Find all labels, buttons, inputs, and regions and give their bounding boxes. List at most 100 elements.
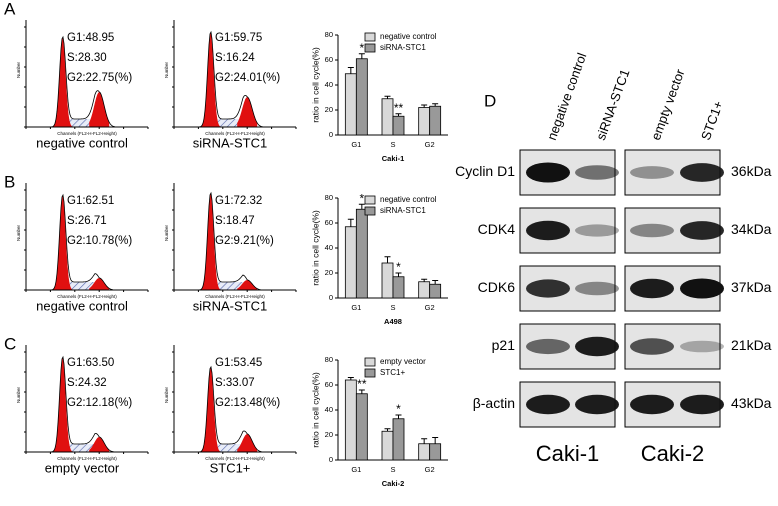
blot-band (575, 281, 619, 296)
error-bar (432, 103, 439, 107)
hist-g1-peak (52, 37, 73, 127)
bar (392, 418, 405, 461)
hist-s-phase (210, 282, 248, 290)
hist-g2-peak (237, 280, 258, 290)
y-axis-label: ratio in cell cycle(%) (310, 210, 320, 286)
bar (418, 107, 431, 136)
blot-band (630, 338, 674, 355)
y-tick-label: 20 (325, 430, 333, 439)
hist-x-label: Channels (FL2-H-FL2-Height) (205, 456, 265, 461)
blot-band (526, 220, 570, 241)
y-tick-label: 80 (325, 30, 333, 39)
hist-y-label: Number (164, 62, 169, 79)
size-label: 21kDa (731, 337, 772, 353)
hist-y-label: Number (16, 225, 21, 242)
blot-band (630, 166, 674, 179)
bar (344, 73, 357, 136)
protein-label: β-actin (473, 395, 515, 411)
x-tick-label: G2 (425, 303, 435, 312)
bar (429, 443, 442, 461)
error-bar (395, 113, 402, 117)
y-tick-label: 20 (325, 268, 333, 277)
hist-stat: S:28.30 (67, 52, 107, 64)
x-tick-label: S (390, 140, 395, 149)
significance: * (359, 191, 364, 205)
x-axis-label: A498 (384, 317, 402, 326)
blot-band (526, 394, 570, 415)
bar (381, 430, 394, 461)
significance: ** (394, 101, 404, 115)
significance: * (396, 402, 401, 416)
blot-band (526, 279, 570, 298)
bar (355, 208, 368, 299)
hist-x-label: Channels (FL2-H-FL2-Height) (205, 294, 265, 299)
legend-swatch (364, 368, 376, 378)
lane-label: empty vector (648, 67, 688, 143)
error-bar (358, 53, 365, 59)
legend-swatch (364, 43, 376, 53)
hist-stat: G2:9.21(%) (215, 235, 274, 247)
error-bar (347, 377, 354, 380)
hist-stat: G1:72.32 (215, 195, 262, 207)
hist-stat: S:24.32 (67, 377, 107, 389)
error-bar (432, 280, 439, 285)
bar (381, 98, 394, 136)
hist-y-label: Number (16, 387, 21, 404)
blot-band (526, 162, 570, 183)
protein-label: Cyclin D1 (455, 163, 515, 179)
hist-x-label: Channels (FL2-H-FL2-Height) (57, 294, 117, 299)
size-label: 43kDa (731, 395, 772, 411)
hist-g2-peak (89, 92, 110, 127)
legend-swatch (364, 357, 376, 367)
hist-caption: negative control (36, 135, 128, 150)
group-label: Caki-1 (536, 441, 600, 466)
legend-label: STC1+ (380, 368, 405, 377)
legend-label: negative control (380, 32, 437, 41)
hist-x-label: Channels (FL2-H-FL2-Height) (205, 131, 265, 136)
x-tick-label: G1 (351, 303, 361, 312)
x-axis-label: Caki-1 (382, 154, 405, 163)
error-bar (432, 437, 439, 444)
bar (355, 58, 368, 136)
hist-g1-peak (200, 193, 221, 290)
hist-g1-peak (52, 357, 73, 452)
legend-label: siRNA-STC1 (380, 43, 426, 52)
hist-x-label: Channels (FL2-H-FL2-Height) (57, 131, 117, 136)
blot-band (680, 278, 724, 299)
legend-swatch (364, 32, 376, 42)
bar (355, 393, 368, 461)
group-label: Caki-2 (641, 441, 705, 466)
y-tick-label: 80 (325, 193, 333, 202)
y-tick-label: 80 (325, 355, 333, 364)
y-tick-label: 60 (325, 218, 333, 227)
hist-stat: S:18.47 (215, 215, 255, 227)
protein-label: CDK6 (478, 279, 516, 295)
error-bar (358, 203, 365, 210)
error-bar (384, 428, 391, 432)
legend-label: empty vector (380, 357, 426, 366)
blot-band (575, 224, 619, 237)
hist-y-label: Number (164, 225, 169, 242)
bar (392, 115, 405, 136)
hist-stat: S:16.24 (215, 52, 255, 64)
hist-g2-peak (89, 278, 110, 290)
x-tick-label: S (390, 465, 395, 474)
size-label: 37kDa (731, 279, 772, 295)
blot-band (630, 394, 674, 415)
hist-stat: G1:62.51 (67, 195, 114, 207)
size-label: 34kDa (731, 221, 772, 237)
y-tick-label: 0 (329, 455, 333, 464)
hist-stat: G1:59.75 (215, 32, 262, 44)
lane-label: STC1+ (698, 99, 726, 142)
y-tick-label: 40 (325, 80, 333, 89)
error-bar (421, 104, 428, 108)
error-bar (347, 67, 354, 74)
bar (429, 105, 442, 136)
error-bar (395, 414, 402, 419)
blot-band (630, 223, 674, 238)
blot-band (680, 394, 724, 415)
significance: ** (357, 377, 367, 391)
error-bar (384, 95, 391, 99)
legend-swatch (364, 195, 376, 205)
hist-g2-peak (237, 97, 258, 127)
